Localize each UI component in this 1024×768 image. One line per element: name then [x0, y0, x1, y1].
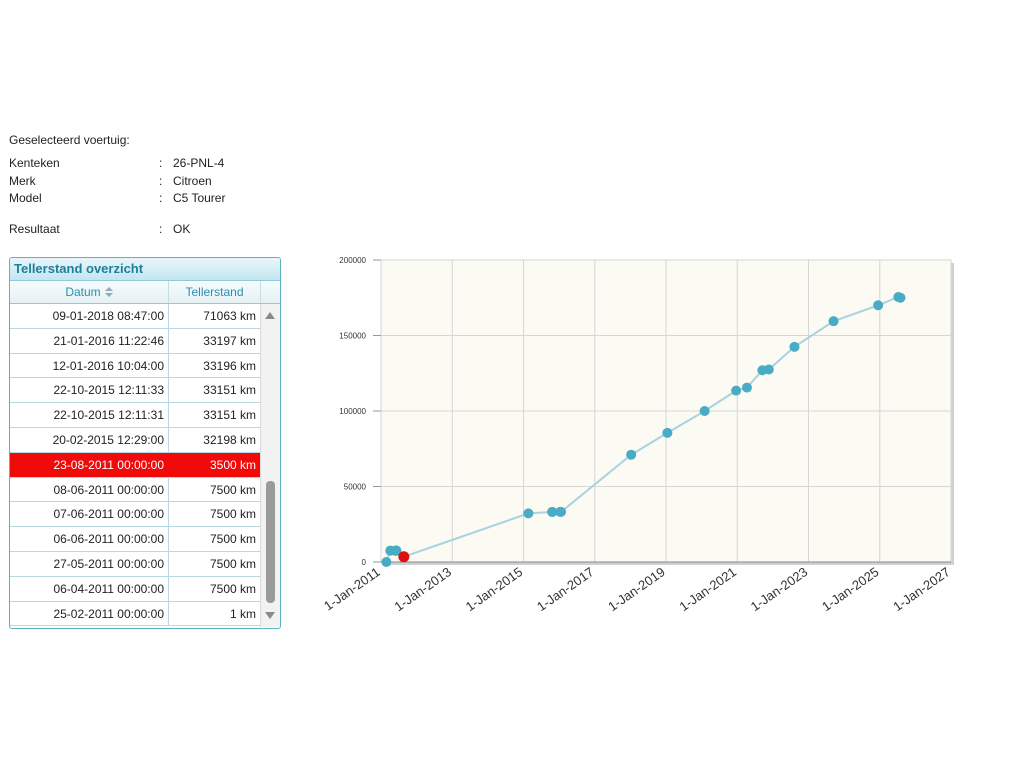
row-reading: 33197 km	[169, 328, 261, 353]
vehicle-heading: Geselecteerd voertuig:	[9, 133, 130, 147]
x-tick-label: 1-Jan-2021	[677, 564, 739, 614]
row-date: 06-06-2011 00:00:00	[10, 527, 169, 552]
data-point	[556, 506, 567, 517]
row-reading: 7500 km	[169, 576, 261, 601]
data-point	[547, 506, 558, 517]
y-tick-label: 100000	[339, 407, 366, 416]
table-body: 09-01-2018 08:47:00 71063 km 21-01-2016 11…	[10, 304, 261, 627]
date-column-label: Datum	[65, 285, 101, 299]
row-date: 22-10-2015 12:11:31	[10, 403, 169, 428]
table-row[interactable]: 25-02-2011 00:00:00 1 km	[10, 601, 261, 627]
model-label: Model	[9, 191, 42, 205]
y-tick-label: 150000	[339, 332, 366, 341]
row-date: 25-02-2011 00:00:00	[10, 601, 169, 626]
model-separator: :	[159, 191, 163, 205]
data-point	[699, 406, 710, 416]
row-reading: 7500 km	[169, 477, 261, 502]
row-date: 21-01-2016 11:22:46	[10, 328, 169, 353]
scroll-thumb[interactable]	[266, 481, 275, 603]
row-date: 20-02-2015 12:29:00	[10, 427, 169, 452]
x-tick-label: 1-Jan-2013	[392, 564, 454, 614]
row-reading: 7500 km	[169, 551, 261, 576]
merk-value: Citroen	[173, 174, 212, 188]
panel-title: Tellerstand overzicht	[10, 258, 280, 281]
row-date: 23-08-2011 00:00:00	[10, 452, 169, 477]
row-reading: 33151 km	[169, 403, 261, 428]
date-column-header[interactable]: Datum	[10, 281, 169, 303]
table-header: Datum Tellerstand	[10, 281, 280, 304]
table-row[interactable]: 09-01-2018 08:47:00 71063 km	[10, 304, 261, 329]
x-tick-label: 1-Jan-2025	[819, 564, 881, 614]
data-point	[895, 292, 906, 303]
data-point	[662, 427, 673, 438]
mileage-chart-svg: 1-Jan-2011 1-Jan-2013 1-Jan-2015 1-Jan-2017…	[321, 256, 954, 614]
resultaat-separator: :	[159, 222, 163, 236]
table-row[interactable]: 20-02-2015 12:29:00 32198 km	[10, 427, 261, 453]
x-tick-label: 1-Jan-2019	[605, 564, 667, 614]
data-point	[828, 316, 839, 327]
kenteken-value: 26-PNL-4	[173, 156, 225, 170]
table-row[interactable]: 06-04-2011 00:00:00 7500 km	[10, 576, 261, 602]
data-point	[789, 341, 800, 352]
row-date: 08-06-2011 00:00:00	[10, 477, 169, 502]
resultaat-value: OK	[173, 222, 191, 236]
table-row[interactable]: 23-08-2011 00:00:00 3500 km	[10, 452, 261, 478]
row-date: 06-04-2011 00:00:00	[10, 576, 169, 601]
resultaat-label: Resultaat	[9, 222, 60, 236]
table-row[interactable]: 07-06-2011 00:00:00 7500 km	[10, 502, 261, 528]
row-reading: 3500 km	[169, 452, 261, 477]
table-row[interactable]: 22-10-2015 12:11:31 33151 km	[10, 403, 261, 428]
x-tick-label: 1-Jan-2017	[534, 564, 596, 614]
data-point	[626, 449, 637, 460]
data-point	[763, 364, 774, 375]
y-tick-label: 50000	[344, 483, 367, 492]
sort-icon[interactable]	[104, 287, 113, 297]
data-point	[523, 508, 534, 519]
reading-column-label: Tellerstand	[185, 285, 244, 299]
kenteken-separator: :	[159, 156, 163, 170]
x-tick-label: 1-Jan-2011	[321, 564, 383, 613]
table-row[interactable]: 22-10-2015 12:11:33 33151 km	[10, 378, 261, 404]
table-scrollbar[interactable]	[260, 304, 280, 627]
merk-separator: :	[159, 174, 163, 188]
scroll-down-arrow-icon[interactable]	[265, 612, 275, 619]
y-tick-label: 200000	[339, 256, 366, 265]
row-date: 27-05-2011 00:00:00	[10, 551, 169, 576]
merk-label: Merk	[9, 174, 36, 188]
data-point	[741, 382, 752, 393]
table-row[interactable]: 12-01-2016 10:04:00 33196 km	[10, 353, 261, 379]
row-date: 22-10-2015 12:11:33	[10, 378, 169, 403]
row-date: 07-06-2011 00:00:00	[10, 502, 169, 527]
row-reading: 33151 km	[169, 378, 261, 403]
model-value: C5 Tourer	[173, 191, 226, 205]
data-point	[391, 545, 402, 556]
row-date: 12-01-2016 10:04:00	[10, 353, 169, 378]
data-point	[381, 556, 392, 567]
row-date: 09-01-2018 08:47:00	[10, 304, 169, 328]
x-tick-label: 1-Jan-2023	[748, 564, 810, 614]
table-row[interactable]: 21-01-2016 11:22:46 33197 km	[10, 328, 261, 354]
scroll-up-arrow-icon[interactable]	[265, 312, 275, 319]
reading-column-header[interactable]: Tellerstand	[169, 281, 261, 303]
data-point	[873, 300, 884, 311]
row-reading: 1 km	[169, 601, 261, 626]
table-row[interactable]: 27-05-2011 00:00:00 7500 km	[10, 551, 261, 577]
table-row[interactable]: 06-06-2011 00:00:00 7500 km	[10, 527, 261, 552]
y-tick-label: 0	[362, 558, 367, 567]
odometer-panel: Tellerstand overzicht Datum Tellerstand …	[9, 257, 281, 629]
row-reading: 33196 km	[169, 353, 261, 378]
row-reading: 7500 km	[169, 502, 261, 527]
x-tick-label: 1-Jan-2027	[890, 564, 952, 614]
row-reading: 71063 km	[169, 304, 261, 328]
row-reading: 32198 km	[169, 427, 261, 452]
x-tick-label: 1-Jan-2015	[463, 564, 525, 614]
mileage-chart: 1-Jan-2011 1-Jan-2013 1-Jan-2015 1-Jan-2017…	[300, 245, 1000, 645]
data-point	[731, 385, 742, 396]
anomaly-data-point	[398, 551, 410, 563]
kenteken-label: Kenteken	[9, 156, 60, 170]
row-reading: 7500 km	[169, 527, 261, 552]
table-row[interactable]: 08-06-2011 00:00:00 7500 km	[10, 477, 261, 503]
